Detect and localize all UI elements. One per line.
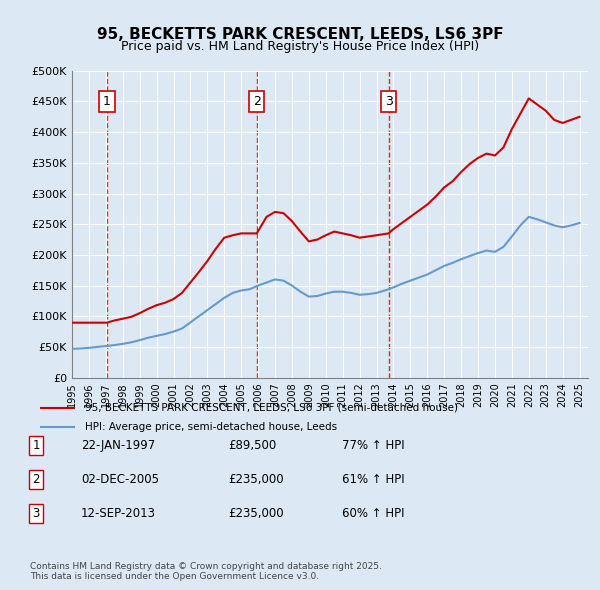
Text: HPI: Average price, semi-detached house, Leeds: HPI: Average price, semi-detached house,… [85,422,337,432]
Text: 2: 2 [253,95,260,108]
Text: 12-SEP-2013: 12-SEP-2013 [81,507,156,520]
Text: 3: 3 [32,507,40,520]
Text: 3: 3 [385,95,392,108]
Text: £235,000: £235,000 [228,473,284,486]
Text: 22-JAN-1997: 22-JAN-1997 [81,439,155,452]
Text: Contains HM Land Registry data © Crown copyright and database right 2025.
This d: Contains HM Land Registry data © Crown c… [30,562,382,581]
Text: Price paid vs. HM Land Registry's House Price Index (HPI): Price paid vs. HM Land Registry's House … [121,40,479,53]
Text: 77% ↑ HPI: 77% ↑ HPI [342,439,404,452]
Text: 61% ↑ HPI: 61% ↑ HPI [342,473,404,486]
Text: £89,500: £89,500 [228,439,276,452]
Text: 95, BECKETTS PARK CRESCENT, LEEDS, LS6 3PF (semi-detached house): 95, BECKETTS PARK CRESCENT, LEEDS, LS6 3… [85,403,458,412]
Text: 95, BECKETTS PARK CRESCENT, LEEDS, LS6 3PF: 95, BECKETTS PARK CRESCENT, LEEDS, LS6 3… [97,27,503,41]
Text: £235,000: £235,000 [228,507,284,520]
Text: 60% ↑ HPI: 60% ↑ HPI [342,507,404,520]
Text: 02-DEC-2005: 02-DEC-2005 [81,473,159,486]
Text: 2: 2 [32,473,40,486]
Text: 1: 1 [32,439,40,452]
Text: 1: 1 [103,95,111,108]
